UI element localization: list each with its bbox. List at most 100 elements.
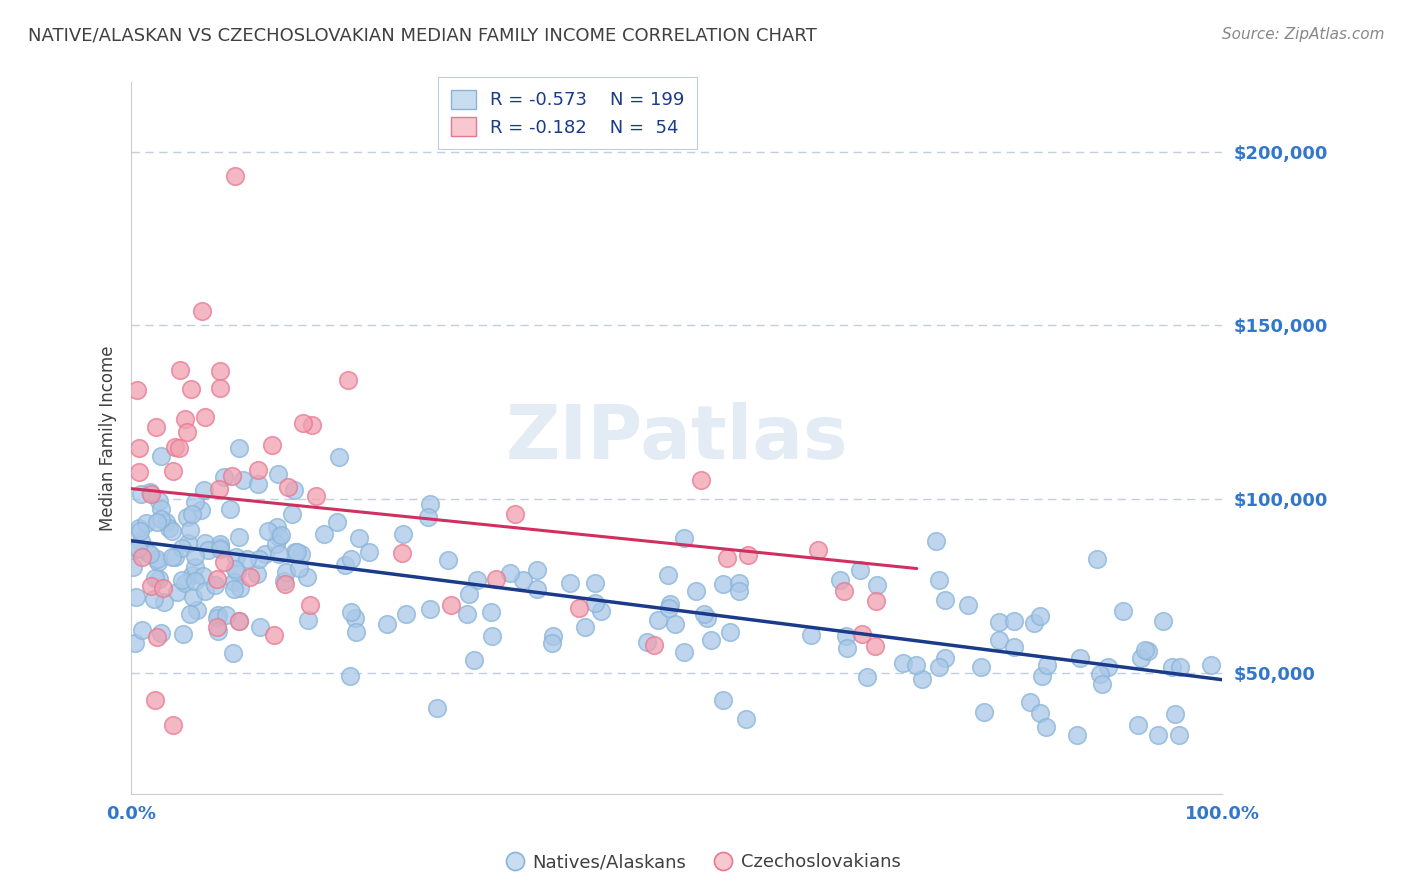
Point <box>1002 615 1025 629</box>
Point <box>208 542 231 557</box>
Point <box>190 503 212 517</box>
Point <box>526 582 548 596</box>
Point <box>314 527 336 541</box>
Point <box>375 616 398 631</box>
Point <box>183 574 205 588</box>
Point <box>485 572 508 586</box>
Point <box>222 575 245 590</box>
Point <box>891 656 914 670</box>
Point <box>700 633 723 648</box>
Point <box>184 549 207 563</box>
Point <box>737 549 759 563</box>
Point <box>180 382 202 396</box>
Point <box>1031 669 1053 683</box>
Point <box>232 473 254 487</box>
Point <box>141 579 163 593</box>
Point <box>264 537 287 551</box>
Point <box>716 550 738 565</box>
Point <box>219 502 242 516</box>
Text: ZIPatlas: ZIPatlas <box>505 401 848 475</box>
Point <box>347 531 370 545</box>
Point <box>127 542 149 557</box>
Point <box>970 660 993 674</box>
Point <box>266 520 288 534</box>
Point <box>1036 657 1059 672</box>
Point <box>212 470 235 484</box>
Point <box>204 578 226 592</box>
Point <box>139 547 162 561</box>
Point <box>835 629 858 643</box>
Point <box>693 607 716 621</box>
Point <box>297 570 319 584</box>
Point <box>673 531 696 545</box>
Point <box>247 551 270 566</box>
Point <box>157 520 180 534</box>
Point <box>191 303 214 318</box>
Point <box>221 468 243 483</box>
Point <box>128 521 150 535</box>
Point <box>636 635 658 649</box>
Point <box>1133 643 1156 657</box>
Point <box>273 574 295 588</box>
Point <box>658 601 681 615</box>
Point <box>176 509 198 524</box>
Point <box>150 625 173 640</box>
Point <box>128 465 150 479</box>
Point <box>128 441 150 455</box>
Point <box>277 480 299 494</box>
Point <box>122 559 145 574</box>
Point <box>988 615 1011 629</box>
Point <box>291 416 314 430</box>
Point <box>150 512 173 526</box>
Point <box>207 607 229 622</box>
Point <box>585 576 607 591</box>
Point <box>911 672 934 686</box>
Point <box>169 363 191 377</box>
Point <box>155 515 177 529</box>
Point <box>228 442 250 456</box>
Point <box>160 524 183 538</box>
Point <box>215 607 238 622</box>
Point <box>1066 728 1088 742</box>
Point <box>179 607 201 621</box>
Point <box>269 547 291 561</box>
Point <box>973 705 995 719</box>
Point <box>426 701 449 715</box>
Point <box>1168 660 1191 674</box>
Point <box>162 463 184 477</box>
Point <box>718 624 741 639</box>
Point <box>568 601 591 615</box>
Point <box>1164 707 1187 722</box>
Point <box>139 484 162 499</box>
Point <box>335 558 357 573</box>
Point <box>125 591 148 605</box>
Point <box>1002 640 1025 654</box>
Point <box>1147 728 1170 742</box>
Point <box>395 607 418 621</box>
Point <box>1029 706 1052 720</box>
Point <box>1152 614 1174 628</box>
Y-axis label: Median Family Income: Median Family Income <box>100 345 117 531</box>
Point <box>728 584 751 599</box>
Legend: R = -0.573    N = 199, R = -0.182    N =  54: R = -0.573 N = 199, R = -0.182 N = 54 <box>437 77 697 149</box>
Point <box>863 640 886 654</box>
Point <box>269 530 291 544</box>
Point <box>287 561 309 575</box>
Point <box>170 573 193 587</box>
Point <box>228 530 250 544</box>
Point <box>174 576 197 591</box>
Point <box>131 550 153 565</box>
Point <box>194 536 217 550</box>
Point <box>392 527 415 541</box>
Text: NATIVE/ALASKAN VS CZECHOSLOVAKIAN MEDIAN FAMILY INCOME CORRELATION CHART: NATIVE/ALASKAN VS CZECHOSLOVAKIAN MEDIAN… <box>28 27 817 45</box>
Point <box>503 508 526 522</box>
Point <box>658 598 681 612</box>
Point <box>285 544 308 558</box>
Legend: Natives/Alaskans, Czechoslovakians: Natives/Alaskans, Czechoslovakians <box>498 847 908 879</box>
Point <box>1128 717 1150 731</box>
Point <box>129 487 152 501</box>
Point <box>673 645 696 659</box>
Point <box>344 625 367 640</box>
Point <box>172 626 194 640</box>
Point <box>835 641 858 656</box>
